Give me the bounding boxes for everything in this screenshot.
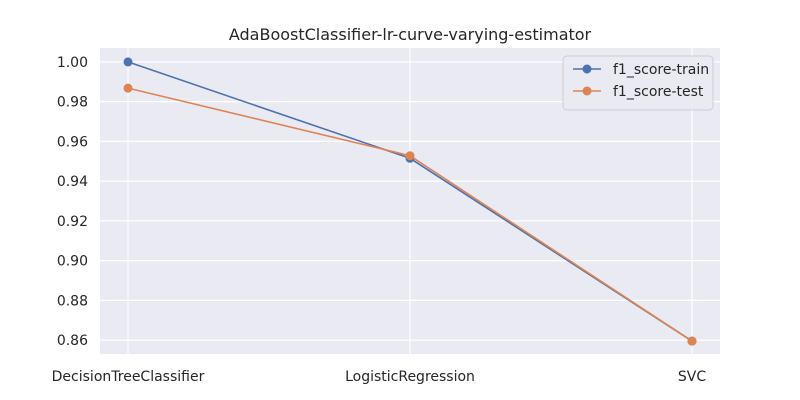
data-point	[405, 151, 415, 161]
legend-item: f1_score-test	[573, 84, 704, 100]
x-tick-label: SVC	[678, 369, 706, 385]
legend: f1_score-train f1_score-test	[562, 55, 714, 111]
legend-label: f1_score-test	[613, 84, 704, 100]
legend-swatch-marker	[582, 64, 592, 74]
legend-item: f1_score-train	[573, 62, 709, 78]
y-tick-label: 0.92	[57, 214, 88, 230]
y-tick-label: 0.90	[57, 254, 88, 270]
data-point	[123, 57, 133, 67]
x-tick-label: LogisticRegression	[345, 369, 475, 385]
x-axis: DecisionTreeClassifier LogisticRegression…	[52, 369, 707, 385]
series	[123, 57, 697, 346]
legend-swatch-marker	[582, 86, 592, 96]
data-point	[687, 336, 697, 346]
legend-label: f1_score-train	[613, 62, 709, 78]
data-point	[123, 83, 133, 93]
y-tick-label: 0.88	[57, 293, 88, 309]
grid	[100, 48, 720, 354]
series-f1_score-test	[123, 83, 697, 346]
y-tick-label: 0.96	[57, 134, 88, 150]
y-tick-label: 0.98	[57, 95, 88, 111]
y-tick-label: 0.86	[57, 333, 88, 349]
x-tick-label: DecisionTreeClassifier	[52, 369, 205, 385]
y-tick-label: 1.00	[57, 55, 88, 71]
y-tick-label: 0.94	[57, 174, 88, 190]
y-axis: 0.86 0.88 0.90 0.92 0.94 0.96 0.98 1.00	[57, 55, 88, 349]
chart-title: AdaBoostClassifier-lr-curve-varying-esti…	[229, 25, 592, 44]
